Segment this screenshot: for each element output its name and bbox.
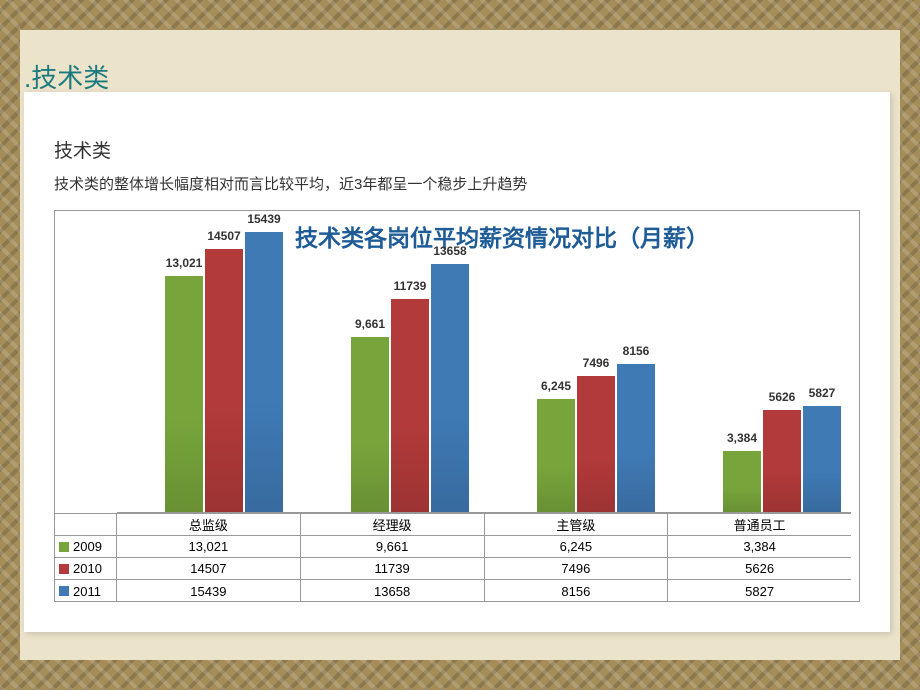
- bar: 5827: [803, 406, 841, 512]
- page-title: .技术类: [24, 58, 109, 95]
- table-row: 2010 145071173974965626: [55, 558, 851, 580]
- legend-item: 2011: [55, 580, 117, 602]
- legend-label: 2011: [73, 584, 101, 599]
- bar: 15439: [245, 232, 283, 512]
- bar: 14507: [205, 249, 243, 512]
- bar: 3,384: [723, 451, 761, 512]
- decor-border-right: [900, 0, 920, 690]
- table-category-cell: 总监级: [117, 514, 301, 535]
- table-head-blank: [55, 514, 117, 535]
- legend-item: 2009: [55, 536, 117, 557]
- table-value-cell: 6,245: [485, 536, 669, 557]
- bar-value-label: 5827: [809, 386, 836, 400]
- bar-group: 6,24574968156: [521, 364, 671, 512]
- chart-plot-area: 13,02114507154399,66111739136586,2457496…: [117, 225, 851, 513]
- legend-swatch-icon: [59, 586, 69, 596]
- bar: 11739: [391, 299, 429, 512]
- bar: 6,245: [537, 399, 575, 512]
- card-heading: 技术类: [54, 136, 860, 163]
- table-value-cell: 13,021: [117, 536, 301, 557]
- table-value-cell: 7496: [485, 558, 669, 579]
- bar: 9,661: [351, 337, 389, 512]
- salary-chart: 技术类各岗位平均薪资情况对比（月薪） 13,02114507154399,661…: [54, 210, 860, 602]
- table-value-cell: 15439: [117, 580, 301, 602]
- decor-border-bottom: [0, 660, 920, 690]
- legend-swatch-icon: [59, 564, 69, 574]
- decor-border-left: [0, 0, 20, 690]
- bar-group: 3,38456265827: [707, 406, 857, 512]
- bar-value-label: 3,384: [727, 431, 757, 445]
- table-row: 2011 154391365881565827: [55, 580, 851, 602]
- legend-label: 2009: [73, 539, 102, 554]
- bar-value-label: 13,021: [166, 256, 203, 270]
- bar: 13658: [431, 264, 469, 512]
- table-value-cell: 9,661: [301, 536, 485, 557]
- table-value-cell: 11739: [301, 558, 485, 579]
- table-value-cell: 5626: [668, 558, 851, 579]
- table-category-cell: 主管级: [485, 514, 669, 535]
- decor-border-top: [0, 0, 920, 30]
- bar-value-label: 7496: [583, 356, 610, 370]
- bar-value-label: 9,661: [355, 317, 385, 331]
- bar-value-label: 15439: [247, 212, 280, 226]
- bar-group: 13,0211450715439: [149, 232, 299, 512]
- content-card: 技术类 技术类的整体增长幅度相对而言比较平均，近3年都呈一个稳步上升趋势 技术类…: [24, 92, 890, 632]
- bar: 5626: [763, 410, 801, 512]
- bar-value-label: 13658: [433, 244, 466, 258]
- table-value-cell: 5827: [668, 580, 851, 602]
- table-value-cell: 14507: [117, 558, 301, 579]
- table-value-cell: 13658: [301, 580, 485, 602]
- table-value-cell: 3,384: [668, 536, 851, 557]
- legend-label: 2010: [73, 561, 102, 576]
- chart-data-table: 总监级经理级主管级普通员工200913,0219,6616,2453,38420…: [55, 513, 851, 601]
- bar: 13,021: [165, 276, 203, 512]
- table-category-cell: 经理级: [301, 514, 485, 535]
- bar: 7496: [577, 376, 615, 512]
- table-value-cell: 8156: [485, 580, 669, 602]
- bar-value-label: 6,245: [541, 379, 571, 393]
- table-row: 总监级经理级主管级普通员工: [55, 514, 851, 536]
- bar-group: 9,6611173913658: [335, 264, 485, 512]
- bar-value-label: 14507: [207, 229, 240, 243]
- bar-value-label: 8156: [623, 344, 650, 358]
- legend-item: 2010: [55, 558, 117, 579]
- legend-swatch-icon: [59, 542, 69, 552]
- card-subtitle: 技术类的整体增长幅度相对而言比较平均，近3年都呈一个稳步上升趋势: [54, 173, 860, 194]
- bar-value-label: 11739: [394, 279, 427, 293]
- bar-value-label: 5626: [769, 390, 796, 404]
- table-category-cell: 普通员工: [668, 514, 851, 535]
- bar: 8156: [617, 364, 655, 512]
- table-row: 2009 13,0219,6616,2453,384: [55, 536, 851, 558]
